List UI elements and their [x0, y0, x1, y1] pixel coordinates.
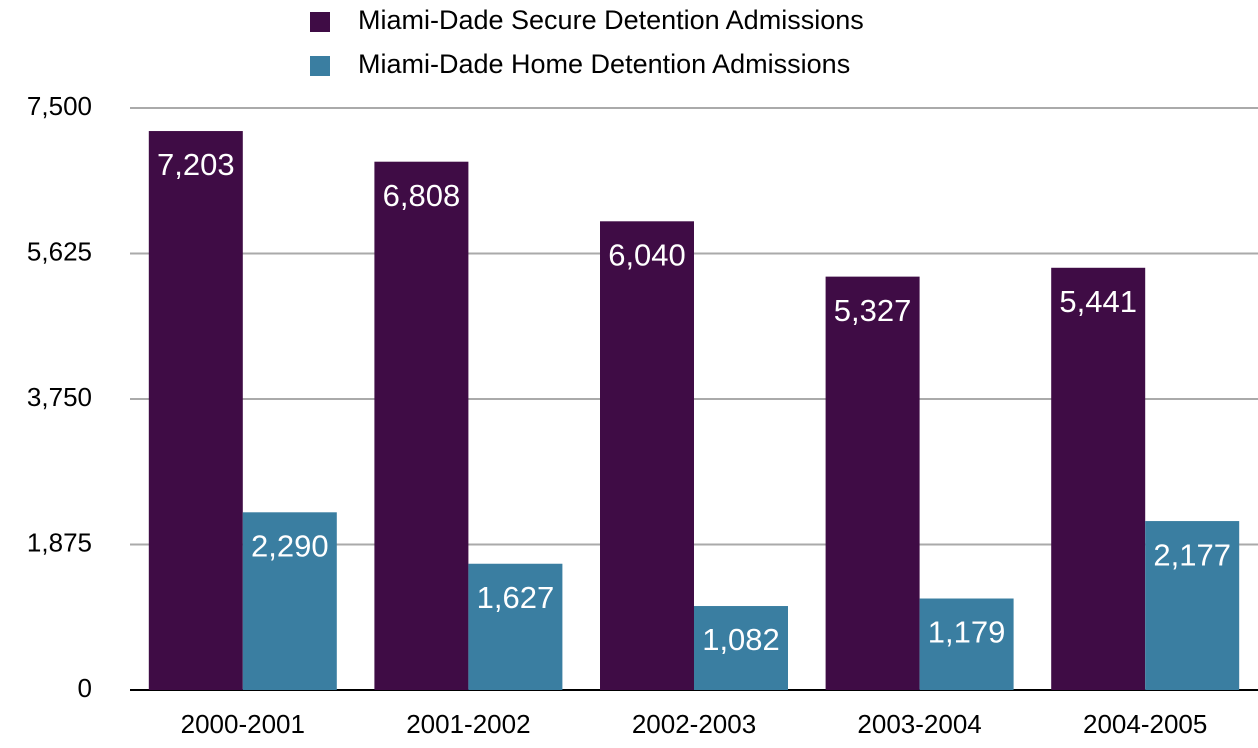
bar: [694, 606, 788, 690]
bar: [1051, 267, 1146, 690]
bar: [242, 512, 337, 690]
x-tick-label: 2003-2004: [857, 709, 981, 739]
bar: [919, 598, 1014, 690]
value-label: 6,808: [383, 178, 461, 213]
bar: [600, 221, 694, 690]
x-tick-label: 2004-2005: [1083, 709, 1207, 739]
legend-swatch: [310, 56, 330, 76]
value-label: 2,177: [1153, 537, 1231, 572]
x-tick-label: 2002-2003: [632, 709, 756, 739]
value-label: 1,082: [702, 622, 780, 657]
bar: [1145, 521, 1240, 690]
value-label: 1,179: [928, 615, 1006, 650]
value-label: 1,627: [477, 580, 555, 615]
value-label: 2,290: [251, 528, 329, 563]
bar: [825, 276, 920, 690]
y-tick-label: 3,750: [27, 382, 92, 412]
value-label: 5,327: [834, 293, 912, 328]
legend-swatch: [310, 12, 330, 32]
y-tick-label: 0: [78, 673, 92, 703]
value-label: 6,040: [608, 237, 686, 272]
y-tick-label: 7,500: [27, 91, 92, 121]
bar: [148, 131, 243, 691]
y-tick-label: 5,625: [27, 236, 92, 266]
x-tick-label: 2001-2002: [406, 709, 530, 739]
bar: [374, 161, 469, 690]
value-label: 7,203: [157, 147, 235, 182]
legend-label: Miami-Dade Home Detention Admissions: [358, 49, 850, 79]
value-label: 5,441: [1059, 284, 1137, 319]
legend-label: Miami-Dade Secure Detention Admissions: [358, 5, 864, 35]
bar: [468, 563, 563, 690]
x-tick-label: 2000-2001: [181, 709, 305, 739]
y-tick-label: 1,875: [27, 527, 92, 557]
